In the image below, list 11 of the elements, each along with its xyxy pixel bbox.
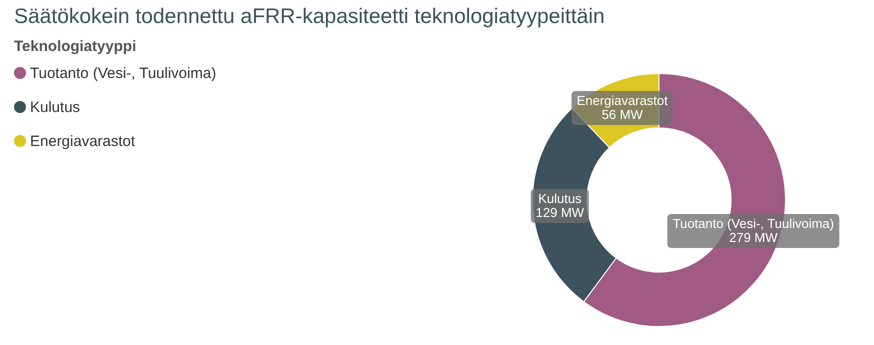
legend-label: Kulutus bbox=[30, 98, 80, 116]
slice-label: Tuotanto (Vesi-, Tuulivoima) bbox=[672, 216, 834, 232]
slice-label: Energiavarastot bbox=[576, 92, 668, 108]
legend-label: Tuotanto (Vesi-, Tuulivoima) bbox=[30, 64, 216, 82]
data-label: 279 MW bbox=[729, 230, 778, 246]
legend-title: Teknologiatyyppi bbox=[14, 38, 138, 55]
data-label: 129 MW bbox=[536, 205, 584, 220]
chart-title: Säätökokein todennettu aFRR-kapasiteetti teknologiatyypeittäin bbox=[14, 5, 605, 29]
data-label: 56 MW bbox=[602, 106, 643, 122]
slice-label: Kulutus bbox=[537, 191, 583, 206]
legend-label: Energiavarastot bbox=[30, 132, 136, 150]
